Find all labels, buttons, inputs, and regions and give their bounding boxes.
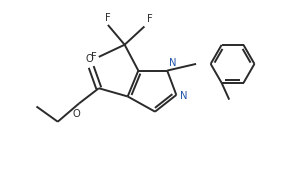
Text: F: F — [91, 52, 96, 62]
Text: F: F — [147, 14, 153, 24]
Text: F: F — [105, 12, 111, 23]
Text: N: N — [180, 90, 188, 101]
Text: O: O — [72, 109, 80, 119]
Text: N: N — [169, 58, 176, 68]
Text: O: O — [86, 54, 94, 64]
